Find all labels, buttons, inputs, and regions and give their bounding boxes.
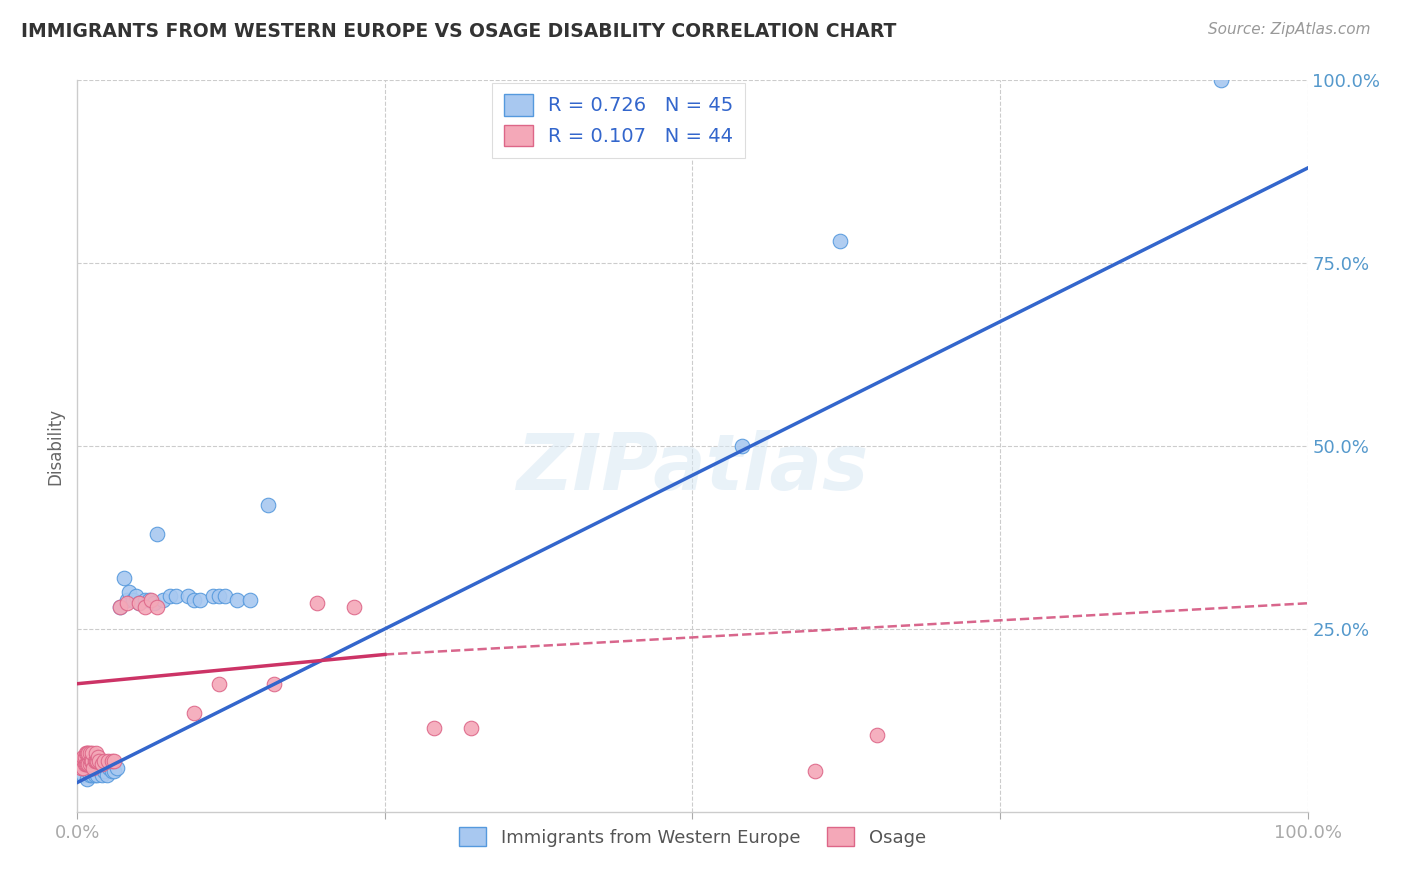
Point xyxy=(1211,73,1233,87)
Point xyxy=(142,596,165,610)
Point xyxy=(121,592,143,607)
Point xyxy=(208,589,231,603)
Text: Source: ZipAtlas.com: Source: ZipAtlas.com xyxy=(1208,22,1371,37)
Point xyxy=(830,234,852,248)
Point xyxy=(110,599,132,614)
Point xyxy=(128,596,150,610)
Point xyxy=(79,746,101,760)
Point xyxy=(128,596,150,610)
Point xyxy=(83,754,105,768)
Point xyxy=(73,757,96,772)
Point xyxy=(115,592,138,607)
Point xyxy=(125,589,148,603)
Point xyxy=(177,589,200,603)
Point xyxy=(103,754,125,768)
Point xyxy=(138,592,160,607)
Point xyxy=(112,571,135,585)
Point xyxy=(82,746,104,760)
Point xyxy=(75,761,97,775)
Point xyxy=(76,757,98,772)
Point xyxy=(183,592,205,607)
Point xyxy=(82,761,104,775)
Point xyxy=(83,768,105,782)
Point xyxy=(343,599,366,614)
Point xyxy=(201,589,224,603)
Point xyxy=(103,764,125,779)
Point xyxy=(141,592,163,607)
Point xyxy=(87,749,110,764)
Point xyxy=(257,498,280,512)
Point xyxy=(146,599,169,614)
Point xyxy=(79,754,101,768)
Point xyxy=(82,754,104,768)
Point xyxy=(208,676,231,690)
Point xyxy=(84,761,107,775)
Point xyxy=(423,721,446,735)
Point xyxy=(101,754,124,768)
Point xyxy=(72,761,94,775)
Point xyxy=(159,589,181,603)
Point xyxy=(79,757,101,772)
Point xyxy=(804,764,827,779)
Point xyxy=(97,754,120,768)
Point xyxy=(93,764,115,779)
Point xyxy=(70,757,93,772)
Point xyxy=(86,754,108,768)
Point xyxy=(77,764,100,779)
Point xyxy=(134,592,156,607)
Point xyxy=(84,754,107,768)
Point xyxy=(110,599,132,614)
Point xyxy=(134,599,156,614)
Point xyxy=(101,764,124,779)
Point xyxy=(118,585,141,599)
Point xyxy=(183,706,205,720)
Point xyxy=(146,526,169,541)
Y-axis label: Disability: Disability xyxy=(46,408,65,484)
Point xyxy=(72,768,94,782)
Point xyxy=(98,761,121,775)
Point xyxy=(82,757,104,772)
Text: ZIPatlas: ZIPatlas xyxy=(516,430,869,506)
Point xyxy=(73,749,96,764)
Point xyxy=(80,754,103,768)
Point xyxy=(90,768,114,782)
Point xyxy=(75,746,97,760)
Point xyxy=(239,592,262,607)
Point xyxy=(79,768,101,782)
Point xyxy=(152,592,174,607)
Point xyxy=(90,757,114,772)
Point xyxy=(82,768,104,782)
Point xyxy=(86,768,108,782)
Point xyxy=(77,757,100,772)
Point xyxy=(77,746,100,760)
Point xyxy=(214,589,236,603)
Point xyxy=(76,746,98,760)
Point xyxy=(307,596,329,610)
Point xyxy=(93,754,115,768)
Point xyxy=(70,761,93,775)
Legend: Immigrants from Western Europe, Osage: Immigrants from Western Europe, Osage xyxy=(451,820,934,854)
Point xyxy=(105,761,128,775)
Point xyxy=(72,749,94,764)
Point xyxy=(96,768,118,782)
Point xyxy=(165,589,187,603)
Point xyxy=(731,439,754,453)
Point xyxy=(263,676,285,690)
Point xyxy=(115,596,138,610)
Point xyxy=(226,592,249,607)
Point xyxy=(76,772,98,786)
Point xyxy=(75,757,97,772)
Point xyxy=(188,592,212,607)
Point xyxy=(460,721,482,735)
Point xyxy=(866,728,889,742)
Point xyxy=(89,754,111,768)
Point xyxy=(84,746,107,760)
Text: IMMIGRANTS FROM WESTERN EUROPE VS OSAGE DISABILITY CORRELATION CHART: IMMIGRANTS FROM WESTERN EUROPE VS OSAGE … xyxy=(21,22,897,41)
Point xyxy=(89,757,111,772)
